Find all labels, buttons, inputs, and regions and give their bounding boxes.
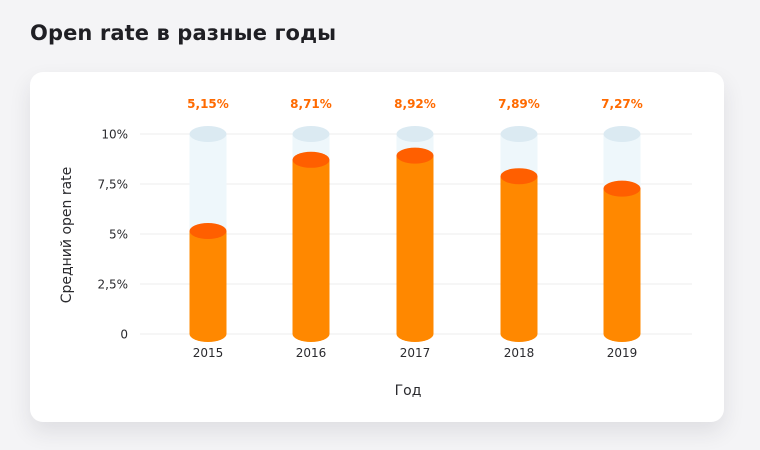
bar-background-top [189, 126, 227, 142]
bar-bottom [603, 326, 641, 342]
y-tick-label: 0 [120, 328, 128, 342]
bar-group-2015: 5,15% [187, 97, 229, 342]
bar-group-2019: 7,27% [601, 97, 643, 342]
x-tick-label: 2016 [296, 346, 327, 360]
bar-background-top [292, 126, 330, 142]
bar-value-label: 7,89% [498, 97, 540, 111]
bar-top [396, 147, 434, 164]
y-tick-label: 2,5% [98, 278, 129, 292]
bar-background-top [500, 126, 538, 142]
bar-bottom [396, 326, 434, 342]
bar-value-label: 8,92% [394, 97, 436, 111]
bar-value-label: 7,27% [601, 97, 643, 111]
bar-background-top [396, 126, 434, 142]
bar-top [189, 223, 227, 239]
bar-background-top [603, 126, 641, 142]
y-tick-label: 7,5% [98, 178, 129, 192]
bar-top [500, 168, 538, 185]
bar-bottom [292, 326, 330, 342]
bar-bottom [500, 326, 538, 342]
x-tick-label: 2018 [504, 346, 535, 360]
bar-value-label: 5,15% [187, 97, 229, 111]
x-tick-label: 2015 [193, 346, 224, 360]
y-tick-label: 10% [101, 128, 128, 142]
bar-bottom [189, 326, 227, 342]
bar [189, 231, 227, 334]
bars: 5,15% 8,71% 8,92% 7,89% 7,27% [187, 97, 643, 342]
bar [396, 155, 434, 334]
bar-top [603, 180, 641, 197]
bar-value-label: 8,71% [290, 97, 332, 111]
bar-group-2017: 8,92% [394, 97, 436, 342]
bar-group-2018: 7,89% [498, 97, 540, 342]
y-axis-title: Средний open rate [59, 167, 75, 304]
bar [292, 159, 330, 334]
page-title: Open rate в разные годы [30, 21, 337, 45]
y-tick-label: 5% [109, 228, 128, 242]
bar [500, 176, 538, 334]
bar-group-2016: 8,71% [290, 97, 332, 342]
x-tick-label: 2017 [400, 346, 431, 360]
x-axis-ticks: 2015 2016 2017 2018 2019 [193, 346, 638, 360]
bar-top [292, 151, 330, 168]
x-tick-label: 2019 [607, 346, 638, 360]
x-axis-title: Год [395, 383, 422, 399]
y-axis-ticks: 0 2,5% 5% 7,5% 10% [98, 128, 129, 342]
bar [603, 188, 641, 334]
